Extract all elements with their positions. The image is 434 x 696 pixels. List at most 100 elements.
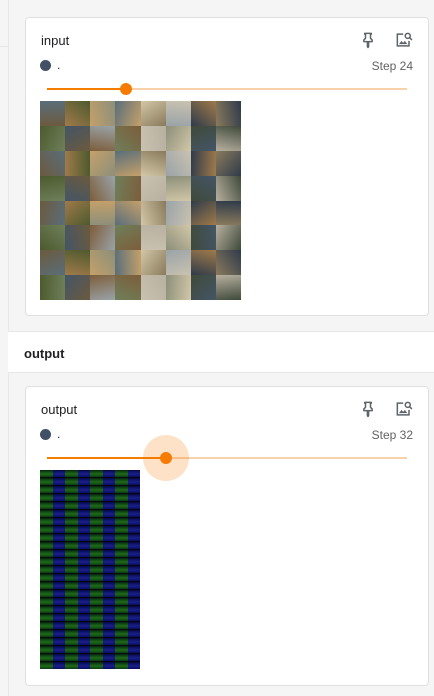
- thumbnail-tile: [40, 225, 66, 251]
- image-search-icon: [396, 32, 413, 47]
- thumbnail-tile: [190, 125, 216, 151]
- thumbnail-tile: [90, 275, 116, 300]
- thumbnail-tile: [140, 101, 166, 126]
- thumbnail-tile: [115, 125, 141, 151]
- pin-button[interactable]: [358, 399, 378, 419]
- thumbnail-tile: [140, 200, 166, 226]
- thumbnail-tile: [90, 225, 116, 251]
- thumbnail-tile: [140, 275, 166, 300]
- thumbnail-tile: [190, 250, 216, 276]
- thumbnail-tile: [215, 225, 241, 251]
- run-name: .: [57, 58, 61, 72]
- section-header[interactable]: output: [8, 331, 434, 373]
- thumbnail-tile: [165, 150, 191, 176]
- thumbnail-tile: [65, 125, 91, 151]
- step-slider[interactable]: [47, 79, 407, 99]
- thumbnail-tile: [140, 225, 166, 251]
- feature-column: [102, 470, 115, 669]
- image-search-button[interactable]: [394, 399, 414, 419]
- thumbnail-tile: [215, 150, 241, 176]
- thumbnail-tile: [65, 250, 91, 276]
- pin-icon: [363, 401, 373, 418]
- thumbnail-tile: [90, 150, 116, 176]
- thumbnail-tile: [215, 200, 241, 226]
- run-color-dot: [40, 59, 51, 71]
- thumbnail-tile: [65, 200, 91, 226]
- slider-fill: [47, 88, 127, 90]
- thumbnail-tile: [115, 101, 141, 126]
- feature-column: [77, 470, 90, 669]
- image-search-button[interactable]: [394, 30, 414, 50]
- card-title: input: [41, 33, 70, 48]
- image-card-output: output . Step 32: [25, 386, 429, 686]
- thumbnail-tile: [90, 125, 116, 151]
- card-actions: [358, 30, 414, 50]
- thumbnail-tile: [215, 125, 241, 151]
- thumbnail-tile: [190, 275, 216, 300]
- pin-button[interactable]: [358, 30, 378, 50]
- thumbnail-tile: [90, 250, 116, 276]
- thumbnail-tile: [90, 200, 116, 226]
- thumbnail-tile: [115, 175, 141, 201]
- run-row: .: [40, 59, 60, 71]
- feature-column: [65, 470, 78, 669]
- feature-column: [52, 470, 65, 669]
- thumbnail-tile: [190, 200, 216, 226]
- thumbnail-tile: [40, 200, 66, 226]
- thumbnail-tile: [65, 175, 91, 201]
- thumbnail-tile: [65, 225, 91, 251]
- thumbnail-tile: [215, 175, 241, 201]
- thumbnail-tile: [140, 250, 166, 276]
- thumbnail-tile: [40, 125, 66, 151]
- thumbnail-tile: [140, 125, 166, 151]
- thumbnail-tile: [90, 101, 116, 126]
- thumbnail-tile: [40, 150, 66, 176]
- image-card-input: input . Step 24: [25, 17, 429, 316]
- thumbnail-tile: [165, 101, 191, 126]
- top-divider: [0, 46, 8, 47]
- thumbnail-tile: [165, 275, 191, 300]
- thumbnail-tile: [40, 175, 66, 201]
- thumbnail-tile: [115, 225, 141, 251]
- thumbnail-tile: [140, 150, 166, 176]
- feature-column: [40, 470, 53, 669]
- thumbnail-tile: [90, 175, 116, 201]
- input-image-grid[interactable]: [40, 101, 241, 300]
- image-search-icon: [396, 401, 413, 416]
- slider-thumb[interactable]: [159, 452, 172, 464]
- thumbnail-tile: [40, 101, 66, 126]
- step-label: Step 32: [371, 428, 413, 442]
- card-title: output: [41, 402, 78, 417]
- thumbnail-tile: [115, 200, 141, 226]
- thumbnail-tile: [65, 150, 91, 176]
- thumbnail-tile: [165, 225, 191, 251]
- thumbnail-tile: [190, 225, 216, 251]
- run-color-dot: [40, 428, 51, 440]
- thumbnail-tile: [190, 150, 216, 176]
- thumbnail-tile: [65, 101, 91, 126]
- thumbnail-tile: [215, 250, 241, 276]
- thumbnail-tile: [40, 250, 66, 276]
- thumbnail-tile: [165, 125, 191, 151]
- card-actions: [358, 399, 414, 419]
- thumbnail-tile: [115, 250, 141, 276]
- step-slider[interactable]: [47, 435, 407, 481]
- thumbnail-tile: [115, 275, 141, 300]
- output-image[interactable]: [40, 470, 140, 669]
- slider-track: [47, 457, 407, 459]
- thumbnail-tile: [165, 175, 191, 201]
- feature-column: [115, 470, 128, 669]
- slider-track: [47, 88, 407, 90]
- section-title: output: [24, 346, 65, 361]
- slider-fill: [47, 457, 166, 459]
- slider-thumb[interactable]: [120, 83, 133, 95]
- run-name: .: [57, 427, 61, 441]
- thumbnail-tile: [215, 101, 241, 126]
- thumbnail-tile: [65, 275, 91, 300]
- thumbnail-tile: [190, 175, 216, 201]
- step-label: Step 24: [371, 59, 413, 73]
- thumbnail-tile: [165, 200, 191, 226]
- thumbnail-tile: [190, 101, 216, 126]
- feature-column: [90, 470, 103, 669]
